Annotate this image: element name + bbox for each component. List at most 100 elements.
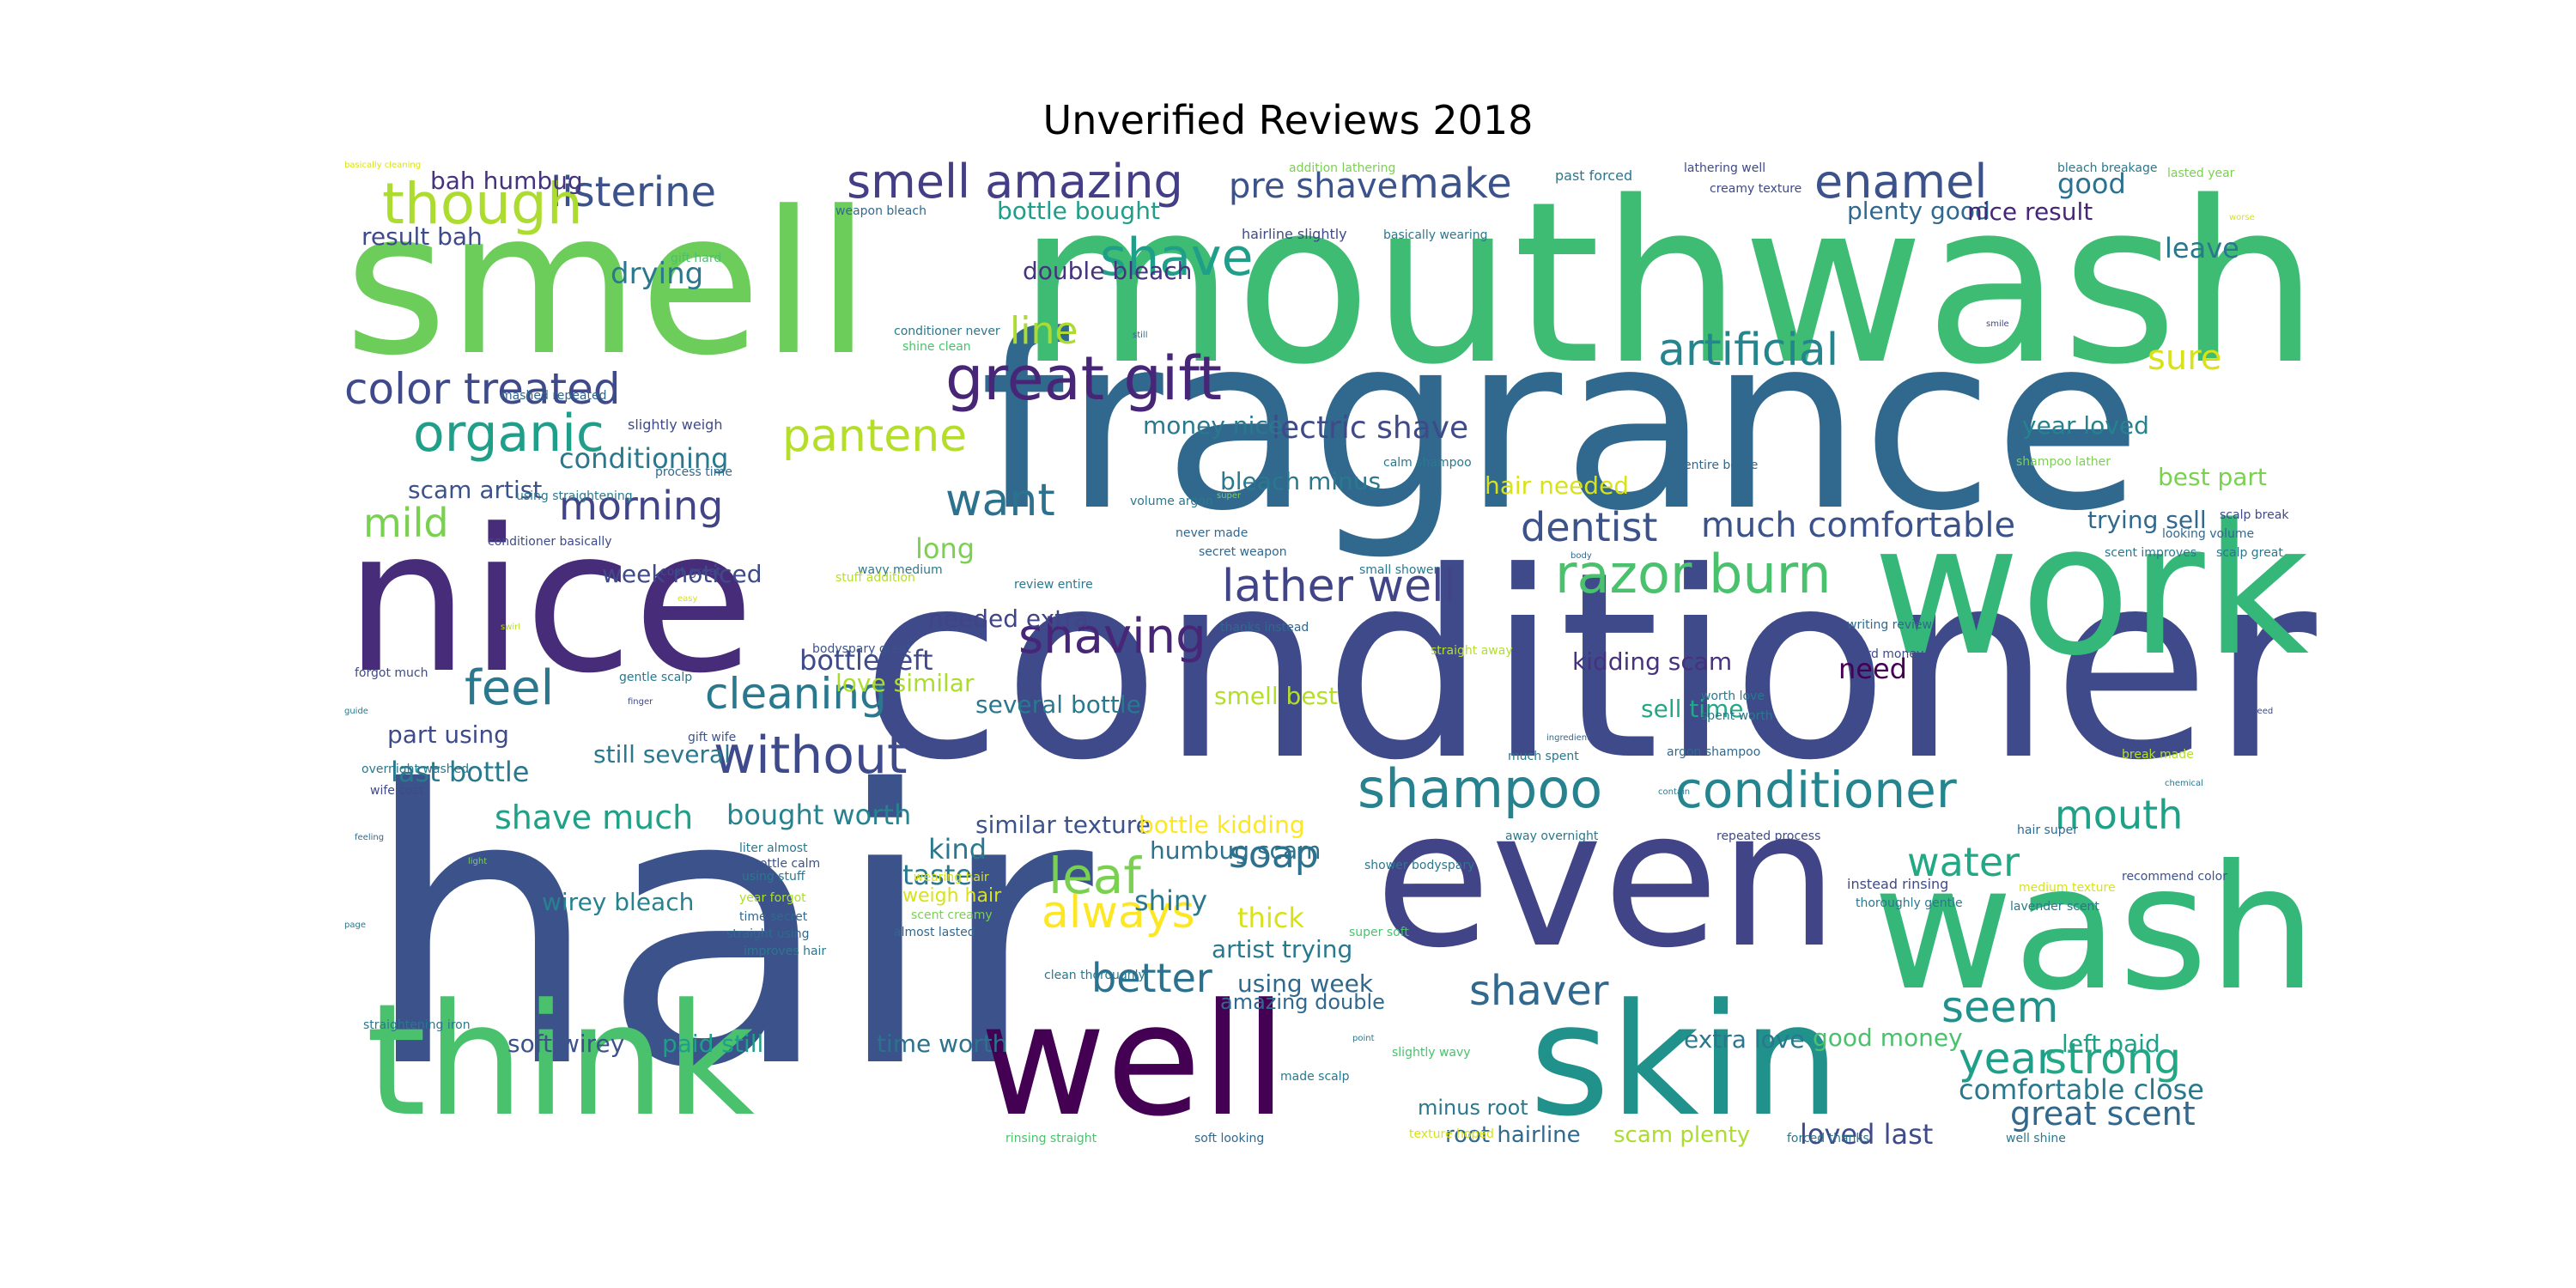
word-think: think — [366, 971, 755, 1151]
word-well: well — [980, 971, 1287, 1151]
word-speed: speed — [2247, 707, 2273, 716]
word-smell: smell — [344, 170, 871, 399]
word-water: water — [1907, 839, 2020, 885]
word-bleach-minus: bleach minus — [1220, 467, 1381, 495]
word-weapon-bleach: weapon bleach — [835, 204, 927, 218]
word-still: still — [1133, 331, 1147, 340]
word-forgot-much: forgot much — [355, 666, 428, 680]
word-long: long — [915, 532, 975, 565]
word-minus-root: minus root — [1418, 1096, 1528, 1120]
word-last-bottle: last bottle — [391, 756, 529, 788]
word-worse: worse — [2229, 213, 2255, 222]
word-well-shine: well shine — [2006, 1132, 2066, 1145]
word-conditioning: conditioning — [559, 442, 728, 475]
word-bodyspary-great: bodyspary great — [812, 642, 911, 656]
word-calm-shampoo: calm shampoo — [1383, 456, 1472, 470]
word-secret-weapon: secret weapon — [1199, 545, 1287, 559]
word-need: need — [1838, 653, 1907, 685]
word-several-bottle: several bottle — [975, 690, 1141, 719]
word-instead-rinsing: instead rinsing — [1847, 876, 1948, 892]
word-basically-cleaning: basically cleaning — [344, 161, 421, 170]
word-volume-argon: volume argon — [1130, 495, 1213, 508]
word-clean-thoroughly: clean thoroughly — [1044, 969, 1145, 982]
word-color-treated: color treated — [344, 364, 621, 414]
word-texture-hoped: texture hoped — [1409, 1127, 1494, 1141]
word-improves-hair: improves hair — [744, 945, 826, 958]
word-straight-away: straight away — [1431, 644, 1513, 658]
word-made-scalp: made scalp — [1280, 1070, 1350, 1084]
word-listerine: listerine — [550, 168, 716, 216]
word-addition-lathering: addition lathering — [1289, 161, 1395, 175]
word-wirey-bleach: wirey bleach — [542, 888, 694, 916]
word-conditioner-never: conditioner never — [894, 325, 1000, 338]
word-bought-worth: bought worth — [726, 799, 911, 831]
word-always: always — [1042, 887, 1195, 939]
word-humbug-scam: humbug scam — [1150, 836, 1321, 865]
word-slightly-weigh: slightly weigh — [628, 416, 722, 433]
word-great-gift: great gift — [945, 343, 1222, 414]
word-lasted-year: lasted year — [2167, 167, 2235, 180]
word-smell-amazing: smell amazing — [847, 155, 1183, 209]
word-want: want — [945, 475, 1055, 526]
word-week-noticed: week noticed — [602, 560, 762, 588]
word-comfortable-close: comfortable close — [1959, 1073, 2204, 1106]
word-wife-cost: wife cost — [370, 784, 424, 798]
word-review-entire: review entire — [1014, 578, 1093, 592]
word-shampoo-lather: shampoo lather — [2016, 455, 2111, 469]
word-feel: feel — [465, 660, 554, 716]
word-worth-love: worth love — [1701, 690, 1765, 703]
word-recommend-color: recommend color — [2122, 870, 2227, 884]
word-mouth: mouth — [2055, 792, 2183, 838]
word-thanks-instead: thanks instead — [1220, 621, 1309, 635]
word-weigh-hair: weigh hair — [902, 885, 1002, 907]
word-point: point — [1352, 1034, 1375, 1043]
word-spent-worth: spent worth — [1701, 709, 1773, 723]
word-amazing-double: amazing double — [1220, 990, 1385, 1014]
word-shaver: shaver — [1469, 967, 1609, 1015]
word-loved-last: loved last — [1800, 1118, 1933, 1151]
word-ingredient: ingredient — [1546, 733, 1590, 743]
word-shine-clean: shine clean — [902, 340, 971, 354]
word-repeated-process: repeated process — [1716, 829, 1820, 843]
word-make: make — [1399, 160, 1512, 208]
word-good-money: good money — [1813, 1024, 1963, 1052]
word-bottle-bought: bottle bought — [997, 197, 1160, 225]
word-enamel: enamel — [1814, 155, 1987, 209]
word-break-made: break made — [2122, 748, 2194, 762]
word-best-part: best part — [2158, 463, 2267, 491]
word-double-bleach: double bleach — [1023, 257, 1192, 285]
word-shower-bodyspary: shower bodyspary — [1364, 859, 1474, 872]
word-scalp-great: scalp great — [2216, 546, 2283, 560]
word-seem: seem — [1941, 982, 2058, 1032]
word-smile: smile — [1986, 319, 2009, 329]
word-process-time: process time — [655, 465, 732, 479]
word-better: better — [1091, 955, 1212, 1001]
word-smell-best: smell best — [1214, 682, 1338, 710]
word-result-bah: result bah — [361, 222, 483, 251]
word-scam-plenty: scam plenty — [1613, 1122, 1750, 1148]
word-part-using: part using — [387, 720, 509, 749]
word-wavy-medium: wavy medium — [858, 563, 943, 577]
word-liter-almost: liter almost — [739, 841, 808, 855]
word-scalp-break: scalp break — [2220, 508, 2289, 522]
word-entire-bottle: entire bottle — [1684, 459, 1758, 472]
word-year: year — [1959, 1034, 2055, 1084]
word-year-forgot: year forgot — [739, 891, 806, 905]
word-sell-time: sell time — [1641, 695, 1744, 723]
word-leave: leave — [2165, 232, 2239, 264]
word-straightening-iron: straightening iron — [363, 1018, 471, 1032]
word-taste: taste — [902, 859, 972, 891]
word-kind: kind — [928, 833, 987, 866]
word-thoroughly-gentle: thoroughly gentle — [1856, 896, 1963, 910]
word-super-soft: super soft — [1349, 926, 1409, 939]
word-writing-review: writing review — [1847, 618, 1932, 632]
word-nice: nice — [344, 488, 755, 717]
word-lavender-scent: lavender scent — [2010, 900, 2099, 914]
word-soft-looking: soft looking — [1194, 1132, 1264, 1145]
word-much-spent: much spent — [1508, 750, 1579, 763]
word-almost-lasted: almost lasted — [894, 926, 975, 939]
word-drying: drying — [611, 257, 703, 291]
word-super: super — [1217, 491, 1242, 501]
word-conditioner: conditioner — [861, 517, 2319, 817]
